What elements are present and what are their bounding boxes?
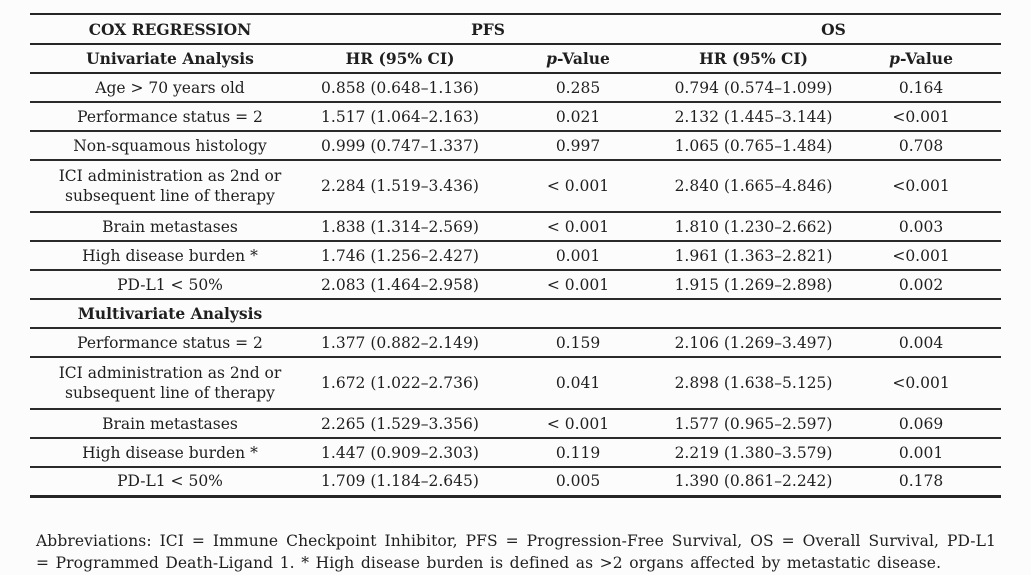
os-hr-cell: 1.065 (0.765–1.484) <box>666 131 842 161</box>
os-pvalue-column-header: p-Value <box>841 44 1002 74</box>
variable-cell: Non-squamous histology <box>30 131 310 161</box>
pfs-pvalue-cell: 0.159 <box>490 328 667 358</box>
os-hr-cell: 1.390 (0.861–2.242) <box>666 467 842 497</box>
pfs-hr-cell: 1.447 (0.909–2.303) <box>310 438 490 468</box>
table-row: Brain metastases 2.265 (1.529–3.356) < 0… <box>30 409 1002 439</box>
variable-cell: High disease burden * <box>30 241 310 271</box>
table-row: High disease burden * 1.746 (1.256–2.427… <box>30 241 1002 271</box>
footnote-line-1: Abbreviations: ICI = Immune Checkpoint I… <box>36 532 996 550</box>
p-rest: -Value <box>899 49 953 68</box>
table-row: PD-L1 < 50% 2.083 (1.464–2.958) < 0.001 … <box>30 270 1002 300</box>
p-italic: p <box>546 49 557 68</box>
table-header-row-columns: Univariate Analysis HR (95% CI) p-Value … <box>30 44 1002 74</box>
pfs-hr-cell: 1.838 (1.314–2.569) <box>310 212 490 242</box>
pfs-pvalue-cell: 0.005 <box>490 467 667 497</box>
pfs-pvalue-column-header: p-Value <box>490 44 667 74</box>
p-italic: p <box>889 49 900 68</box>
empty-cell <box>490 299 667 329</box>
univariate-section-header: Univariate Analysis <box>30 44 310 74</box>
table-row: ICI administration as 2nd or subsequent … <box>30 357 1002 410</box>
os-pvalue-cell: 0.708 <box>841 131 1002 161</box>
os-hr-cell: 1.961 (1.363–2.821) <box>666 241 842 271</box>
os-pvalue-cell: <0.001 <box>841 357 1002 410</box>
os-hr-cell: 2.219 (1.380–3.579) <box>666 438 842 468</box>
os-pvalue-cell: <0.001 <box>841 160 1002 213</box>
variable-cell: Performance status = 2 <box>30 328 310 358</box>
os-hr-cell: 2.106 (1.269–3.497) <box>666 328 842 358</box>
cox-regression-table: COX REGRESSION PFS OS Univariate Analysi… <box>30 13 1002 498</box>
p-rest: -Value <box>556 49 610 68</box>
table-header-row-groups: COX REGRESSION PFS OS <box>30 14 1002 45</box>
pfs-group-header: PFS <box>310 14 667 45</box>
table-row: Non-squamous histology 0.999 (0.747–1.33… <box>30 131 1002 161</box>
variable-cell: Brain metastases <box>30 409 310 439</box>
os-pvalue-cell: 0.069 <box>841 409 1002 439</box>
os-hr-cell: 1.810 (1.230–2.662) <box>666 212 842 242</box>
variable-cell: High disease burden * <box>30 438 310 468</box>
os-pvalue-cell: 0.178 <box>841 467 1002 497</box>
table-row: PD-L1 < 50% 1.709 (1.184–2.645) 0.005 1.… <box>30 467 1002 497</box>
table-title: COX REGRESSION <box>30 14 310 45</box>
pfs-pvalue-cell: < 0.001 <box>490 212 667 242</box>
pfs-hr-cell: 1.377 (0.882–2.149) <box>310 328 490 358</box>
empty-cell <box>841 299 1002 329</box>
pfs-hr-cell: 0.999 (0.747–1.337) <box>310 131 490 161</box>
os-pvalue-cell: <0.001 <box>841 102 1002 132</box>
os-group-header: OS <box>666 14 1002 45</box>
os-hr-cell: 1.577 (0.965–2.597) <box>666 409 842 439</box>
os-hr-cell: 2.840 (1.665–4.846) <box>666 160 842 213</box>
table-row: High disease burden * 1.447 (0.909–2.303… <box>30 438 1002 468</box>
pfs-pvalue-cell: 0.997 <box>490 131 667 161</box>
table-row: Age > 70 years old 0.858 (0.648–1.136) 0… <box>30 73 1002 103</box>
os-hr-cell: 2.132 (1.445–3.144) <box>666 102 842 132</box>
os-hr-cell: 2.898 (1.638–5.125) <box>666 357 842 410</box>
table-row: Performance status = 2 1.517 (1.064–2.16… <box>30 102 1002 132</box>
table-footnote: Abbreviations: ICI = Immune Checkpoint I… <box>36 531 996 574</box>
os-pvalue-cell: 0.003 <box>841 212 1002 242</box>
footnote-line-2: = Programmed Death-Ligand 1. * High dise… <box>36 553 942 572</box>
pfs-hr-cell: 1.746 (1.256–2.427) <box>310 241 490 271</box>
empty-cell <box>310 299 490 329</box>
table-row: ICI administration as 2nd or subsequent … <box>30 160 1002 213</box>
os-pvalue-cell: 0.004 <box>841 328 1002 358</box>
multivariate-section-row: Multivariate Analysis <box>30 299 1002 329</box>
pfs-hr-cell: 0.858 (0.648–1.136) <box>310 73 490 103</box>
pfs-hr-cell: 1.517 (1.064–2.163) <box>310 102 490 132</box>
pfs-pvalue-cell: < 0.001 <box>490 409 667 439</box>
pfs-pvalue-cell: 0.285 <box>490 73 667 103</box>
pfs-pvalue-cell: 0.041 <box>490 357 667 410</box>
variable-cell: ICI administration as 2nd or subsequent … <box>30 160 310 213</box>
pfs-pvalue-cell: < 0.001 <box>490 270 667 300</box>
pfs-pvalue-cell: 0.021 <box>490 102 667 132</box>
pfs-pvalue-cell: < 0.001 <box>490 160 667 213</box>
pfs-pvalue-cell: 0.119 <box>490 438 667 468</box>
pfs-hr-cell: 2.265 (1.529–3.356) <box>310 409 490 439</box>
variable-cell: Performance status = 2 <box>30 102 310 132</box>
pfs-hr-column-header: HR (95% CI) <box>310 44 490 74</box>
pfs-pvalue-cell: 0.001 <box>490 241 667 271</box>
os-pvalue-cell: 0.164 <box>841 73 1002 103</box>
os-pvalue-cell: 0.002 <box>841 270 1002 300</box>
pfs-hr-cell: 1.709 (1.184–2.645) <box>310 467 490 497</box>
cox-regression-table-wrap: COX REGRESSION PFS OS Univariate Analysi… <box>30 13 1002 498</box>
os-hr-cell: 1.915 (1.269–2.898) <box>666 270 842 300</box>
os-pvalue-cell: <0.001 <box>841 241 1002 271</box>
variable-cell: Brain metastases <box>30 212 310 242</box>
variable-cell: Age > 70 years old <box>30 73 310 103</box>
os-hr-column-header: HR (95% CI) <box>666 44 842 74</box>
os-pvalue-cell: 0.001 <box>841 438 1002 468</box>
table-row: Performance status = 2 1.377 (0.882–2.14… <box>30 328 1002 358</box>
os-hr-cell: 0.794 (0.574–1.099) <box>666 73 842 103</box>
empty-cell <box>666 299 842 329</box>
pfs-hr-cell: 2.284 (1.519–3.436) <box>310 160 490 213</box>
table-row: Brain metastases 1.838 (1.314–2.569) < 0… <box>30 212 1002 242</box>
multivariate-section-header: Multivariate Analysis <box>30 299 310 329</box>
pfs-hr-cell: 1.672 (1.022–2.736) <box>310 357 490 410</box>
variable-cell: PD-L1 < 50% <box>30 467 310 497</box>
variable-cell: PD-L1 < 50% <box>30 270 310 300</box>
pfs-hr-cell: 2.083 (1.464–2.958) <box>310 270 490 300</box>
variable-cell: ICI administration as 2nd or subsequent … <box>30 357 310 410</box>
